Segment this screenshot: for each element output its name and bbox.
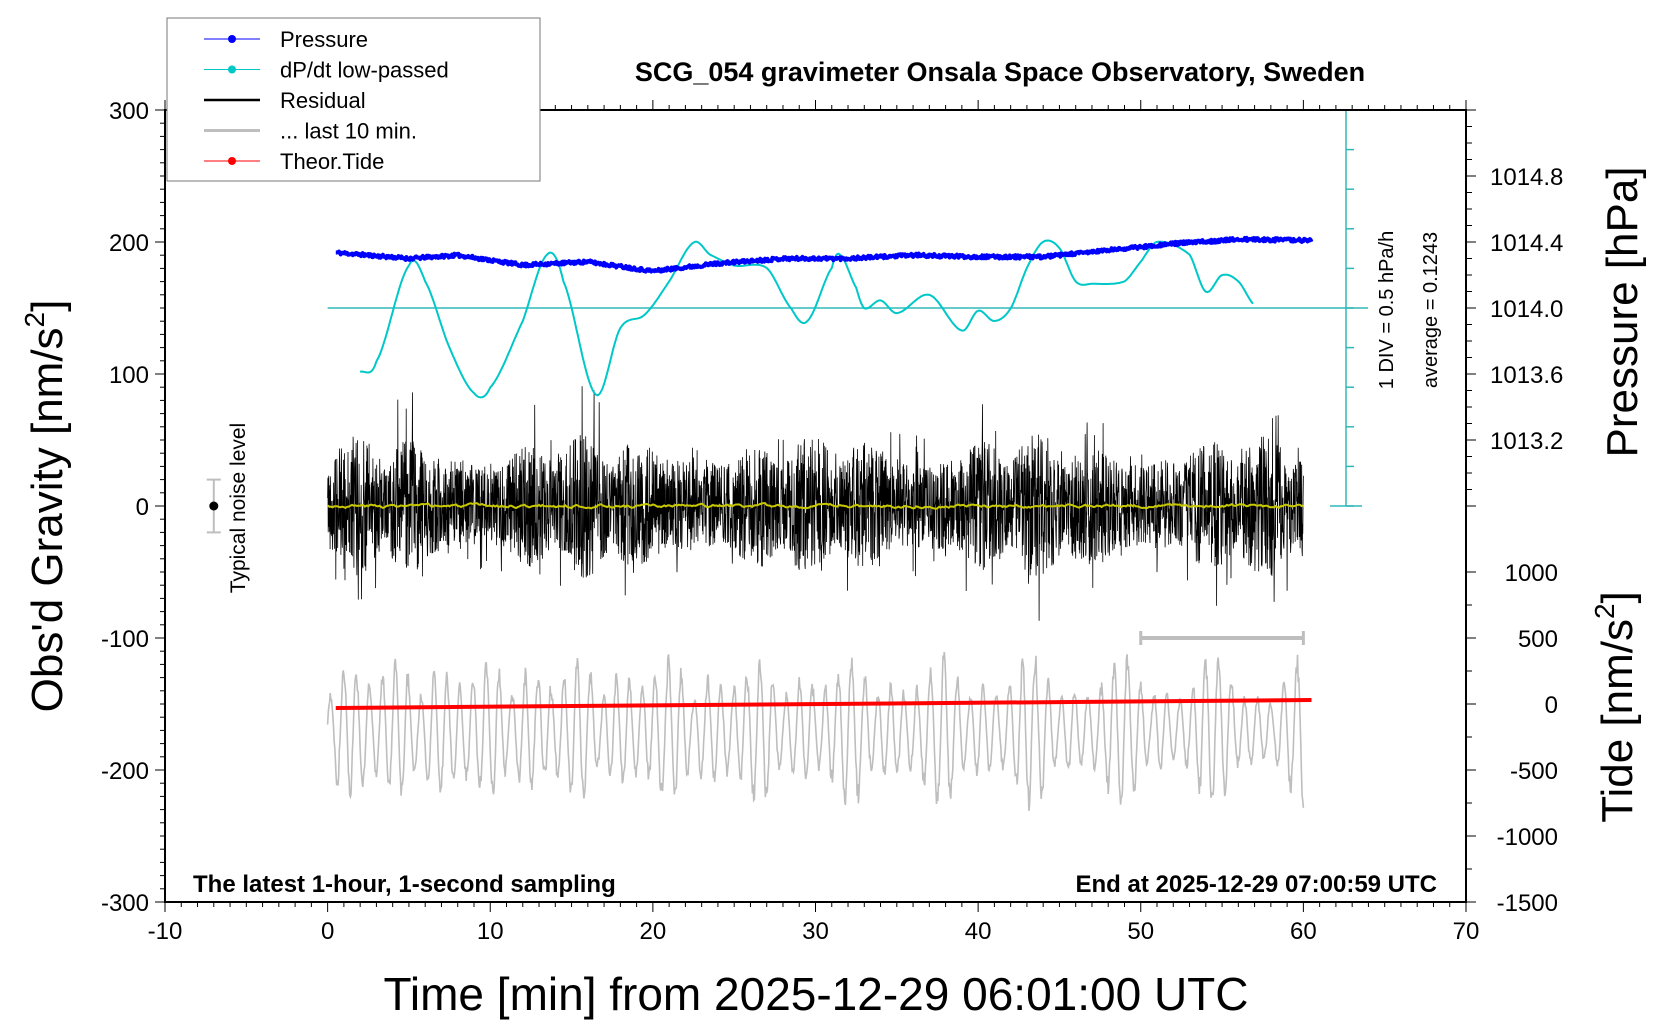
- noise-level-label: Typical noise level: [227, 423, 250, 593]
- annotation-left: The latest 1-hour, 1-second sampling: [193, 871, 616, 898]
- dpdt-scale-label: 1 DIV = 0.5 hPa/h: [1376, 231, 1398, 389]
- pressure-tick-label: 1013.6: [1490, 362, 1563, 389]
- pressure-tick-label: 1014.0: [1490, 296, 1563, 323]
- y-tick-label: 100: [109, 362, 149, 389]
- legend-item: Residual: [204, 88, 366, 113]
- noise-level-dot: [209, 501, 219, 511]
- legend-item: dP/dt low-passed: [204, 58, 449, 83]
- tide-tick-label: 500: [1518, 626, 1558, 653]
- pressure-tick-label: 1014.8: [1490, 164, 1563, 191]
- y-axis-label-tide-main: Tide [nm/s: [1593, 619, 1642, 823]
- pressure-tick-label: 1014.4: [1490, 230, 1563, 257]
- y-axis-label-tide: Tide [nm/s2]: [1589, 591, 1642, 823]
- y-tick-label: 300: [109, 98, 149, 125]
- x-tick-label: 30: [802, 918, 829, 945]
- tide-tick-label: -1000: [1497, 824, 1558, 851]
- series-layer: [206, 235, 1368, 811]
- superscript: 2: [1589, 603, 1620, 619]
- dpdt-average-label: average = 0.1243: [1420, 232, 1442, 388]
- y-axis-label-left-main: Obs'd Gravity [nm/s: [23, 327, 72, 712]
- y-axis-label-pressure: Pressure [hPa]: [1598, 166, 1647, 457]
- x-tick-label: 20: [640, 918, 667, 945]
- x-tick-label: 70: [1453, 918, 1480, 945]
- x-tick-label: 40: [965, 918, 992, 945]
- pressure-line: [334, 235, 1314, 274]
- x-axis-label: Time [min] from 2025-12-29 06:01:00 UTC: [384, 968, 1249, 1020]
- x-tick-label: 60: [1290, 918, 1317, 945]
- tide-tick-label: -500: [1510, 758, 1558, 785]
- y-tick-label: 0: [136, 494, 149, 521]
- y-tick-label: -300: [101, 890, 149, 917]
- x-tick-label: 0: [321, 918, 334, 945]
- tide-tick-label: 0: [1545, 692, 1558, 719]
- legend-item: Pressure: [204, 27, 368, 52]
- legend-label: Theor.Tide: [280, 149, 384, 174]
- legend: Pressure dP/dt low-passed Residual ... last…: [166, 17, 541, 182]
- x-tick-label: 10: [477, 918, 504, 945]
- residual-smoothed-line: [327, 502, 1304, 510]
- legend-dot: [228, 65, 236, 74]
- theor-tide-line: [335, 698, 1312, 710]
- pressure-tick-label: 1013.2: [1490, 428, 1563, 455]
- chart-title: SCG_054 gravimeter Onsala Space Observat…: [635, 57, 1365, 87]
- y-tick-label: 200: [109, 230, 149, 257]
- tide-tick-label: -1500: [1497, 890, 1558, 917]
- axes-layer: -10 0 10 20 30 40 50 60 703002001000-100-200-300…: [101, 98, 1563, 945]
- x-tick-label: 50: [1127, 918, 1154, 945]
- y-tick-label: -100: [101, 626, 149, 653]
- legend-dot: [228, 157, 236, 165]
- legend-label: ... last 10 min.: [280, 119, 417, 144]
- y-axis-label-left-close: ]: [23, 300, 72, 312]
- legend-item: ... last 10 min.: [204, 119, 417, 144]
- tide-tick-label: 1000: [1505, 560, 1558, 587]
- legend-label: Pressure: [280, 27, 368, 52]
- y-axis-label-tide-close: ]: [1593, 591, 1642, 603]
- residual-line: [327, 386, 1304, 621]
- x-tick-label: -10: [148, 918, 183, 945]
- dpdt-line: [359, 239, 1254, 399]
- y-tick-label: -200: [101, 758, 149, 785]
- superscript: 2: [19, 312, 50, 328]
- legend-dot: [228, 35, 236, 43]
- legend-label: dP/dt low-passed: [280, 58, 449, 83]
- last-10-min-line: [326, 651, 1305, 811]
- legend-label: Residual: [280, 88, 366, 113]
- legend-item: Theor.Tide: [204, 149, 384, 174]
- y-axis-label-left: Obs'd Gravity [nm/s2]: [19, 300, 72, 713]
- annotation-right: End at 2025-12-29 07:00:59 UTC: [1076, 871, 1438, 898]
